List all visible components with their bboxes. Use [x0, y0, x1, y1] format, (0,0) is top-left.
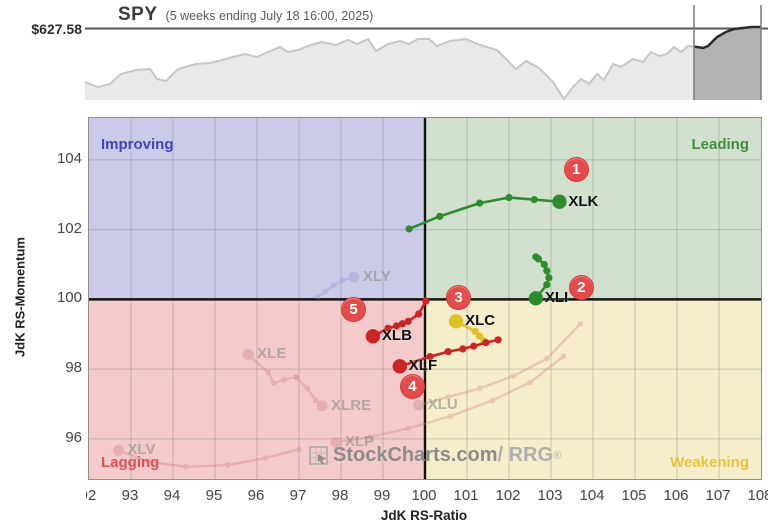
x-tick-108: 108	[747, 487, 768, 504]
x-tick-102: 102	[495, 487, 521, 504]
spy-highlight-line	[693, 25, 761, 50]
etf-label-XLU: XLU	[427, 396, 458, 414]
x-tick-96: 96	[247, 487, 265, 504]
quadrant-improving	[89, 118, 425, 300]
watermark-text: StockCharts.com	[333, 444, 498, 466]
etf-label-XLP: XLP	[344, 433, 375, 451]
y-tick-98: 98	[65, 359, 82, 377]
y-tick-100: 100	[56, 289, 82, 307]
marker-2: 2	[568, 274, 594, 300]
y-tick-104: 104	[56, 149, 82, 167]
series-head-XLC[interactable]	[448, 314, 464, 329]
series-XLV	[112, 444, 302, 470]
series-XLE	[242, 348, 299, 386]
marker-3: 3	[446, 285, 472, 311]
series-head-XLRE	[316, 400, 328, 412]
marker-5: 5	[341, 297, 367, 323]
series-head-XLE	[242, 348, 254, 360]
x-tick-103: 103	[537, 487, 563, 504]
etf-label-XLRE: XLRE	[331, 396, 372, 414]
spy-area	[85, 27, 761, 100]
spy-mini-chart	[84, 5, 768, 101]
x-tick-labels: 92 93 94 95 96 97 98 99 100 101 102 103 104 105 106 107…	[86, 486, 768, 506]
etf-label-XLV: XLV	[127, 441, 156, 459]
quadrant-lagging	[89, 299, 425, 479]
etf-label-XLK[interactable]: XLK	[568, 192, 599, 210]
etf-label-XLE: XLE	[257, 345, 287, 363]
y-tick-96: 96	[65, 428, 82, 446]
x-tick-106: 106	[663, 487, 689, 504]
x-tick-98: 98	[331, 487, 349, 504]
x-axis-title: JdK RS-Ratio	[380, 508, 468, 523]
x-tick-99: 99	[373, 487, 391, 504]
x-tick-107: 107	[705, 487, 731, 504]
y-tick-102: 102	[56, 219, 82, 237]
x-tick-94: 94	[163, 487, 181, 504]
series-XLU	[413, 320, 584, 411]
series-head-XLF[interactable]	[392, 359, 407, 374]
series-head-XLB[interactable]	[365, 329, 381, 344]
series-XLB	[365, 297, 430, 344]
series-XLI	[528, 253, 553, 306]
etf-label-XLY: XLY	[363, 268, 391, 286]
x-tick-92: 92	[86, 487, 97, 504]
spy-subtitle: (5 weeks ending July 18 16:00, 2025)	[165, 9, 374, 23]
spy-price-label: $627.58	[31, 21, 82, 37]
x-tick-101: 101	[453, 487, 479, 504]
spy-highlight-area	[694, 27, 761, 100]
series-XLY	[315, 271, 360, 300]
spy-title-row: SPY (5 weeks ending July 18 16:00, 2025)	[118, 4, 373, 26]
rrg-canvas	[89, 118, 761, 479]
spy-line	[84, 26, 761, 101]
rrg-plot: XLY XLE XLRE XLU XLP XLV XLK XLI XLC XLB XLF Improv…	[88, 117, 762, 480]
quadrant-leading	[425, 118, 761, 300]
series-XLP	[330, 353, 567, 448]
spy-symbol: SPY	[118, 4, 158, 25]
watermark-suffix: / RRG	[497, 444, 554, 466]
etf-label-XLI[interactable]: XLI	[544, 289, 569, 307]
etf-label-XLB[interactable]: XLB	[381, 327, 412, 345]
series-head-XLU	[413, 399, 425, 411]
stockcharts-logo-icon	[309, 445, 328, 465]
y-axis-title: JdK RS-Momentum	[12, 237, 28, 357]
series-XLF	[392, 336, 502, 374]
marker-1: 1	[563, 157, 589, 183]
quadrant-weakening	[425, 299, 761, 479]
x-tick-97: 97	[289, 487, 307, 504]
x-tick-93: 93	[121, 487, 139, 504]
series-head-XLK[interactable]	[552, 194, 567, 209]
series-head-XLI[interactable]	[528, 291, 544, 306]
x-tick-104: 104	[579, 487, 605, 504]
series-XLRE	[294, 375, 328, 412]
stockcharts-watermark: StockCharts.com / RRG ®	[309, 444, 561, 467]
x-tick-100: 100	[411, 487, 437, 504]
x-tick-95: 95	[205, 487, 223, 504]
series-head-XLY	[348, 271, 360, 283]
series-head-XLP	[330, 436, 342, 448]
watermark-registered-mark: ®	[553, 449, 562, 462]
x-tick-105: 105	[621, 487, 647, 504]
series-head-XLV	[112, 444, 124, 456]
series-XLK	[405, 193, 567, 233]
etf-label-XLC[interactable]: XLC	[465, 312, 496, 330]
etf-label-XLF[interactable]: XLF	[408, 357, 438, 375]
marker-4: 4	[399, 374, 425, 400]
